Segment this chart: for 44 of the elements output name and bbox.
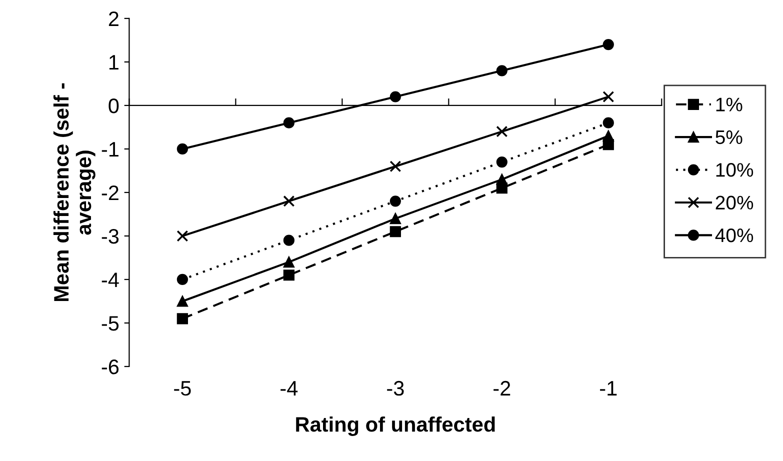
point <box>602 38 614 50</box>
point <box>283 256 294 268</box>
point <box>176 296 188 307</box>
y-tick-label: -5 <box>102 316 119 331</box>
y-tick-label: -6 <box>102 359 119 374</box>
point <box>390 91 401 102</box>
x-tick-label: -2 <box>494 380 510 396</box>
point <box>496 126 508 138</box>
point <box>390 196 401 207</box>
y-tick-label: 1 <box>109 55 118 70</box>
point <box>283 117 294 128</box>
x-axis-title: Rating of unaffected <box>296 416 495 436</box>
y-tick-label: -1 <box>102 142 118 157</box>
point <box>283 270 294 281</box>
legend-label: 5% <box>716 130 742 144</box>
legend-label: 40% <box>715 228 754 242</box>
point <box>176 230 188 242</box>
y-tick-label: -2 <box>102 185 118 200</box>
point <box>390 160 402 172</box>
point <box>496 65 508 76</box>
x-tick-label: -5 <box>174 381 191 396</box>
legend-label: 10% <box>716 163 754 177</box>
point <box>176 313 188 324</box>
y-axis-title: Mean difference (self - average) <box>53 83 96 302</box>
y-tick-label: 2 <box>108 11 118 26</box>
point <box>602 90 614 103</box>
y-tick-label: -4 <box>102 272 119 288</box>
point <box>390 226 401 238</box>
x-tick-label: -1 <box>600 381 617 396</box>
x-tick-label: -3 <box>387 380 404 396</box>
x-tick-label: -4 <box>280 381 298 396</box>
point <box>496 156 508 168</box>
point <box>283 234 294 246</box>
legend-label: 20% <box>716 196 754 210</box>
point <box>390 213 401 224</box>
point <box>176 143 188 155</box>
point <box>602 117 614 128</box>
point <box>283 195 295 207</box>
point <box>496 174 508 185</box>
y-tick-label: 0 <box>108 98 119 114</box>
y-tick-label: -3 <box>102 228 119 244</box>
point <box>602 130 614 142</box>
point <box>176 274 188 286</box>
legend-label: 1% <box>716 98 742 112</box>
